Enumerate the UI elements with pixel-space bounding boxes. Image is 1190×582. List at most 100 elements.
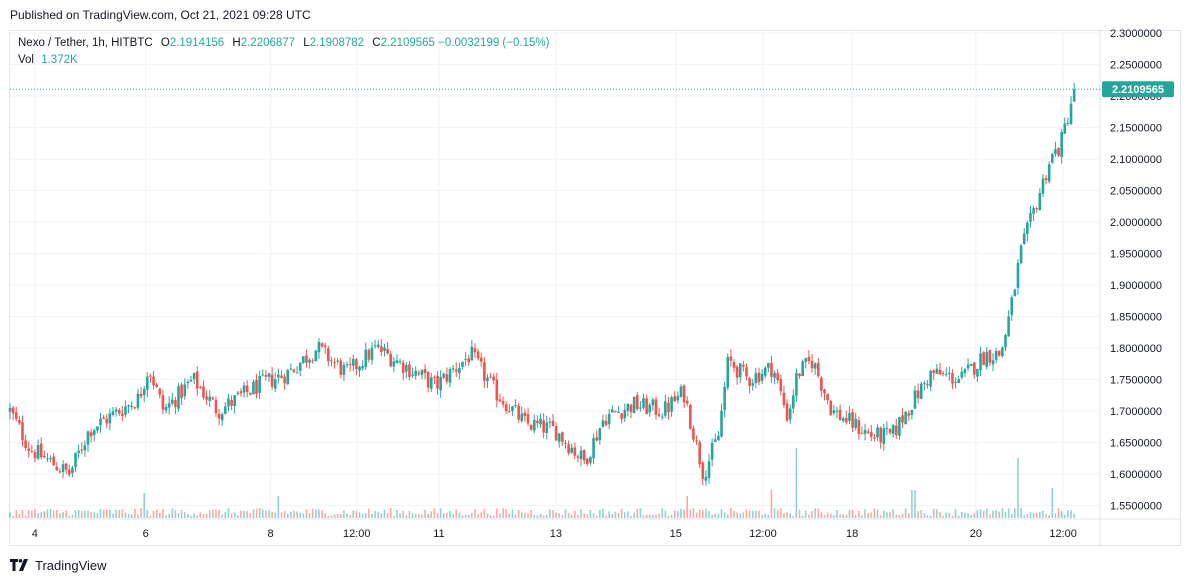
candle-body[interactable]	[738, 363, 742, 378]
candle-body[interactable]	[439, 376, 442, 391]
candle-body[interactable]	[632, 396, 636, 414]
candle-body[interactable]	[177, 386, 180, 409]
candle-body[interactable]	[417, 372, 421, 374]
candle-body[interactable]	[214, 399, 218, 414]
candle-body[interactable]	[105, 418, 109, 424]
candle-body[interactable]	[164, 406, 168, 411]
candle-body[interactable]	[511, 406, 514, 411]
candle-body[interactable]	[130, 405, 134, 408]
candle-body[interactable]	[199, 387, 202, 389]
candle-body[interactable]	[935, 368, 939, 374]
candle-body[interactable]	[414, 370, 417, 376]
candle-body[interactable]	[804, 358, 808, 362]
candle-body[interactable]	[779, 379, 783, 392]
candle-body[interactable]	[501, 401, 505, 405]
candle-body[interactable]	[155, 384, 158, 387]
candle-body[interactable]	[582, 450, 586, 461]
candle-body[interactable]	[224, 406, 227, 414]
candle-body[interactable]	[629, 404, 633, 413]
candle-body[interactable]	[826, 393, 829, 401]
candle-body[interactable]	[136, 393, 140, 408]
candle-body[interactable]	[888, 428, 892, 433]
candle-body[interactable]	[405, 365, 408, 372]
candle-body[interactable]	[785, 403, 789, 421]
candle-body[interactable]	[233, 395, 236, 407]
candle-body[interactable]	[364, 349, 368, 368]
candle-body[interactable]	[133, 407, 137, 409]
candle-body[interactable]	[339, 360, 343, 375]
candle-body[interactable]	[913, 390, 917, 409]
candle-body[interactable]	[264, 375, 268, 377]
candle-body[interactable]	[236, 392, 240, 395]
candle-body[interactable]	[270, 374, 274, 387]
candle-body[interactable]	[726, 356, 730, 388]
candle-body[interactable]	[894, 425, 898, 436]
candle-body[interactable]	[298, 362, 302, 371]
candle-body[interactable]	[863, 429, 867, 434]
candle-body[interactable]	[748, 378, 751, 387]
candle-body[interactable]	[854, 418, 858, 428]
candle-body[interactable]	[567, 444, 570, 454]
candle-body[interactable]	[152, 376, 155, 386]
candle-body[interactable]	[261, 374, 265, 376]
candle-body[interactable]	[167, 403, 171, 408]
candle-body[interactable]	[857, 420, 861, 434]
candle-body[interactable]	[395, 360, 399, 364]
candle-body[interactable]	[720, 410, 723, 437]
candle-body[interactable]	[1026, 222, 1029, 235]
candle-body[interactable]	[991, 360, 995, 365]
candle-body[interactable]	[77, 450, 80, 454]
candle-body[interactable]	[1057, 147, 1060, 156]
candle-body[interactable]	[557, 433, 561, 442]
candle-body[interactable]	[205, 396, 208, 400]
candle-body[interactable]	[514, 405, 517, 407]
candle-body[interactable]	[142, 388, 146, 395]
candle-body[interactable]	[124, 406, 127, 415]
candle-body[interactable]	[423, 369, 427, 374]
candle-body[interactable]	[695, 440, 698, 442]
candle-body[interactable]	[598, 428, 602, 441]
candle-body[interactable]	[492, 376, 496, 381]
candle-body[interactable]	[876, 427, 879, 438]
candle-body[interactable]	[692, 428, 695, 440]
candle-body[interactable]	[389, 353, 393, 367]
candle-body[interactable]	[351, 358, 355, 366]
candle-body[interactable]	[648, 404, 652, 413]
candle-body[interactable]	[327, 348, 330, 362]
candle-body[interactable]	[1029, 213, 1032, 222]
candle-body[interactable]	[342, 364, 346, 375]
candle-body[interactable]	[64, 463, 68, 470]
candle-body[interactable]	[1047, 164, 1051, 182]
candle-body[interactable]	[442, 373, 446, 378]
candle-body[interactable]	[763, 367, 767, 376]
candle-body[interactable]	[508, 411, 511, 413]
candle-body[interactable]	[679, 386, 683, 397]
candle-body[interactable]	[595, 437, 598, 441]
candle-body[interactable]	[957, 379, 960, 384]
candle-body[interactable]	[592, 438, 595, 459]
candle-body[interactable]	[305, 355, 308, 363]
candle-body[interactable]	[1007, 316, 1010, 337]
candle-body[interactable]	[1022, 233, 1026, 245]
candle-body[interactable]	[448, 369, 452, 383]
candle-body[interactable]	[33, 452, 37, 459]
candle-body[interactable]	[170, 399, 174, 404]
candle-body[interactable]	[607, 413, 611, 425]
candle-body[interactable]	[570, 447, 574, 453]
candle-body[interactable]	[46, 458, 49, 460]
candle-body[interactable]	[426, 371, 430, 388]
candle-body[interactable]	[635, 395, 639, 410]
candle-body[interactable]	[121, 413, 124, 417]
candle-body[interactable]	[211, 397, 215, 400]
candle-body[interactable]	[220, 414, 224, 421]
candle-body[interactable]	[866, 431, 870, 433]
candle-body[interactable]	[52, 456, 55, 466]
candle-body[interactable]	[336, 360, 339, 362]
candle-body[interactable]	[1069, 103, 1073, 125]
candle-body[interactable]	[1054, 149, 1057, 155]
candle-body[interactable]	[586, 458, 589, 465]
candle-body[interactable]	[545, 422, 549, 434]
candle-body[interactable]	[401, 362, 405, 374]
candle-body[interactable]	[576, 456, 580, 458]
candle-body[interactable]	[96, 426, 99, 431]
